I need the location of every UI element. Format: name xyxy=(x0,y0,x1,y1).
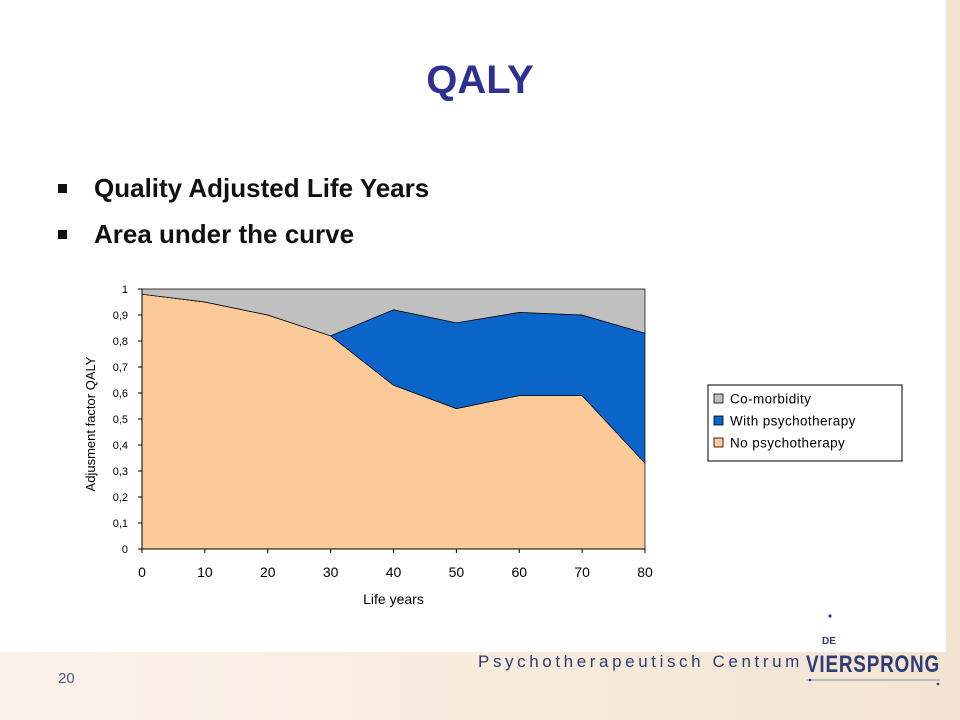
y-tick-label: 0,2 xyxy=(113,492,128,504)
area-series-co-morbidity xyxy=(141,288,646,337)
logo-dot-icon xyxy=(808,678,812,682)
y-tick-label: 0,3 xyxy=(113,466,128,478)
legend-swatch xyxy=(713,415,724,426)
bullet-list: Quality Adjusted Life Years Area under t… xyxy=(58,165,429,257)
x-tick-label: 40 xyxy=(386,564,402,580)
slide-title: QALY xyxy=(426,58,534,102)
y-axis-label: Adjusment factor QALY xyxy=(83,356,98,491)
right-decor-stripe xyxy=(946,0,960,720)
y-tick-label: 0,5 xyxy=(113,414,128,426)
page-number: 20 xyxy=(58,670,75,687)
logo-dot-icon xyxy=(828,614,832,618)
logo-small-text: DE xyxy=(822,636,836,647)
y-tick-label: 0 xyxy=(122,544,128,556)
x-tick-label: 80 xyxy=(637,564,653,580)
x-tick-label: 30 xyxy=(323,564,339,580)
x-tick-label: 60 xyxy=(511,564,527,580)
legend-swatch xyxy=(713,393,724,404)
legend-label: No psychotherapy xyxy=(730,436,845,451)
y-tick-label: 0,8 xyxy=(113,336,128,348)
logo-dot-icon xyxy=(936,682,940,686)
x-tick-label: 10 xyxy=(197,564,213,580)
logo-main-text: VIERSPRONG xyxy=(806,651,940,678)
legend-label: With psychotherapy xyxy=(730,414,856,429)
legend-label: Co-morbidity xyxy=(730,392,811,407)
y-tick-label: 0,1 xyxy=(113,518,128,530)
footer-organization: Psychotherapeutisch Centrum xyxy=(478,652,803,671)
y-tick-label: 0,4 xyxy=(113,440,128,452)
square-bullet-icon xyxy=(58,183,67,193)
x-tick-label: 20 xyxy=(260,564,276,580)
bullet-text: Area under the curve xyxy=(94,219,355,249)
x-tick-label: 70 xyxy=(574,564,590,580)
chart-legend xyxy=(707,384,903,462)
x-axis-label: Life years xyxy=(363,591,424,607)
bullet-item: Quality Adjusted Life Years xyxy=(58,165,429,211)
y-tick-label: 0,7 xyxy=(113,362,128,374)
vierspong-logo: DE VIERSPRONG xyxy=(806,614,940,686)
bullet-text: Quality Adjusted Life Years xyxy=(94,173,430,203)
y-tick-label: 1 xyxy=(122,284,128,296)
y-tick-label: 0,9 xyxy=(113,310,128,322)
x-tick-label: 50 xyxy=(449,564,465,580)
footer-band xyxy=(0,652,946,720)
square-bullet-icon xyxy=(58,229,67,239)
bullet-item: Area under the curve xyxy=(58,211,429,257)
legend-swatch xyxy=(713,437,724,448)
qaly-area-chart: 00,10,20,30,40,50,60,70,80,910 10 20 30 40 50… xyxy=(83,284,903,607)
y-tick-label: 0,6 xyxy=(113,388,128,400)
x-tick-label: 0 xyxy=(138,564,146,580)
